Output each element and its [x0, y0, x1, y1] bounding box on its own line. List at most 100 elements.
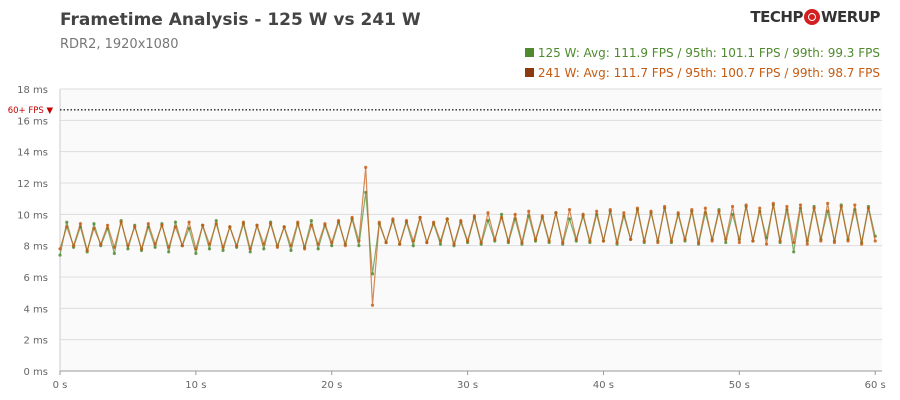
data-point — [499, 212, 504, 216]
data-point — [228, 225, 232, 229]
data-point — [452, 242, 456, 246]
data-point — [676, 211, 680, 215]
data-point — [737, 240, 741, 245]
data-point — [438, 239, 443, 243]
data-point — [357, 244, 361, 248]
series-241w — [58, 165, 877, 307]
data-point — [832, 240, 837, 245]
data-point — [105, 223, 110, 227]
data-point — [432, 220, 436, 224]
y-tick-label: 10 ms — [17, 210, 48, 221]
data-point — [187, 220, 191, 224]
data-point — [751, 239, 755, 243]
data-point — [146, 222, 150, 226]
data-point — [167, 245, 171, 249]
data-point — [201, 223, 205, 227]
data-point — [214, 222, 218, 226]
x-tick-label: 30 s — [457, 380, 478, 391]
data-point — [221, 245, 225, 249]
techpowerup-logo: TECHP WERUP — [750, 8, 880, 26]
data-point — [316, 247, 320, 251]
data-point — [574, 237, 578, 241]
data-point — [703, 206, 707, 210]
data-point — [248, 247, 252, 251]
power-icon — [803, 9, 820, 25]
data-point — [533, 237, 538, 241]
data-point — [696, 240, 701, 245]
data-point — [411, 244, 415, 248]
y-tick-label: 0 ms — [24, 367, 49, 378]
data-point — [561, 240, 565, 245]
data-point — [336, 219, 341, 223]
data-point — [398, 242, 402, 246]
legend: 125 W: Avg: 111.9 FPS / 95th: 101.1 FPS … — [524, 46, 880, 86]
data-point — [248, 250, 252, 254]
data-point — [499, 215, 504, 220]
data-point — [139, 247, 144, 251]
data-point — [629, 237, 633, 241]
data-point — [207, 242, 212, 246]
data-point — [724, 237, 728, 241]
data-point — [173, 220, 178, 224]
y-tick-label: 16 ms — [17, 116, 48, 127]
y-tick-label: 14 ms — [17, 148, 48, 159]
data-point — [466, 239, 470, 243]
data-point — [588, 239, 592, 243]
data-point — [567, 208, 572, 212]
legend-label: 125 W: Avg: 111.9 FPS / 95th: 101.1 FPS … — [537, 46, 880, 60]
data-point — [296, 220, 300, 224]
data-point — [330, 240, 334, 245]
data-point — [167, 250, 171, 254]
data-point — [112, 245, 116, 249]
data-point — [826, 201, 830, 205]
data-point — [268, 222, 273, 226]
data-point — [364, 165, 368, 169]
data-point — [601, 239, 606, 243]
data-point — [289, 244, 293, 248]
data-point — [506, 239, 510, 243]
y-tick-label: 2 ms — [24, 336, 49, 347]
data-point — [785, 204, 789, 209]
data-point — [357, 239, 361, 243]
data-point — [649, 209, 653, 213]
data-point — [486, 219, 490, 223]
data-point — [133, 225, 137, 229]
data-point — [241, 220, 246, 224]
data-point — [425, 240, 429, 245]
data-point — [173, 225, 178, 229]
x-tick-label: 0 s — [53, 380, 68, 391]
data-point — [527, 209, 531, 213]
x-tick-label: 40 s — [593, 380, 614, 391]
data-point — [472, 214, 476, 218]
data-point — [710, 239, 714, 243]
data-point — [792, 250, 796, 254]
data-point — [798, 203, 803, 207]
data-point — [160, 223, 164, 227]
data-point — [493, 237, 497, 241]
data-point — [567, 217, 572, 221]
data-point — [479, 240, 483, 245]
legend-label: 241 W: Avg: 111.7 FPS / 95th: 100.7 FPS … — [537, 66, 880, 80]
data-point — [608, 208, 612, 212]
data-point — [194, 247, 198, 251]
data-point — [391, 217, 395, 221]
legend-swatch-icon — [524, 68, 534, 77]
data-point — [771, 201, 775, 205]
data-point — [221, 248, 225, 252]
data-point — [180, 244, 184, 248]
data-point — [65, 225, 69, 229]
data-point — [309, 219, 313, 223]
data-point — [275, 245, 279, 249]
data-point — [350, 215, 354, 220]
data-point — [262, 247, 266, 251]
data-point — [758, 206, 762, 210]
data-point — [792, 240, 796, 245]
data-point — [724, 240, 728, 245]
data-point — [486, 211, 490, 215]
data-point — [615, 240, 619, 245]
x-tick-label: 20 s — [321, 380, 342, 391]
data-point — [255, 223, 259, 227]
data-point — [669, 239, 674, 243]
data-point — [289, 248, 293, 252]
